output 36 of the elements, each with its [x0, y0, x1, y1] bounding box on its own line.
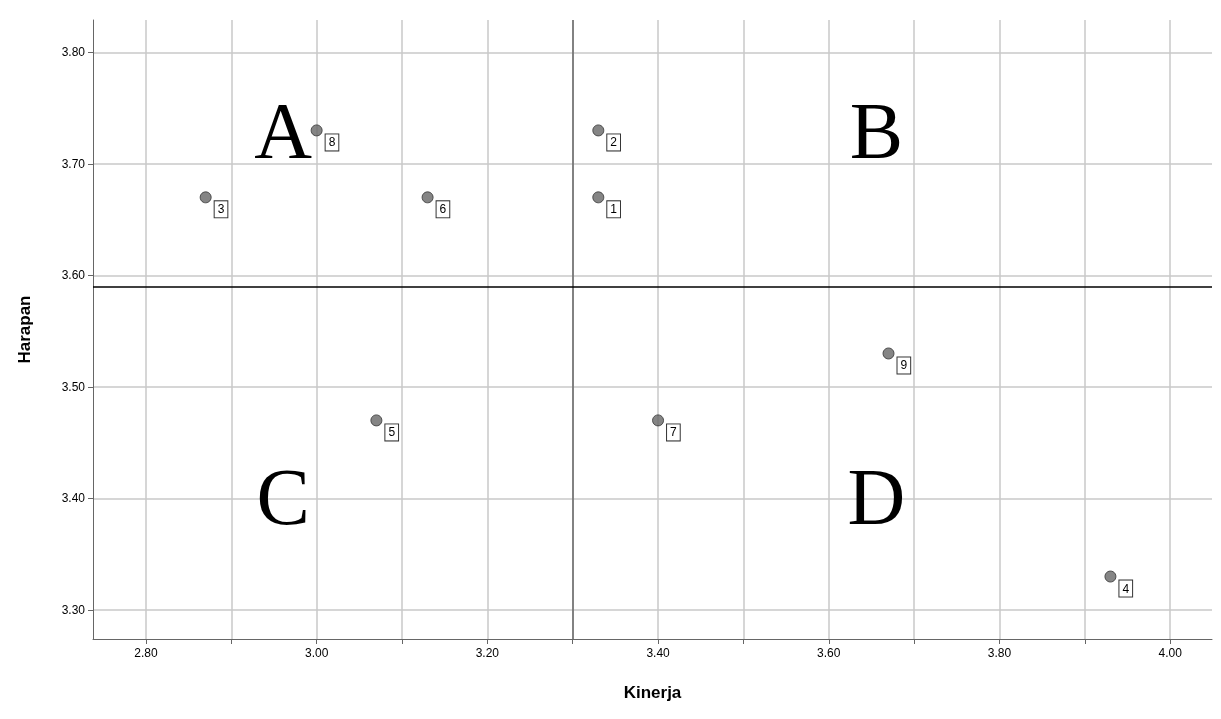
- annotation: 7: [670, 425, 678, 440]
- y-tick-label: 3.30: [61, 603, 86, 617]
- annotation: 4: [1122, 581, 1130, 596]
- x-tick-label: 3.20: [475, 646, 500, 660]
- point: [199, 191, 212, 204]
- x-tick-label: 3.80: [987, 646, 1012, 660]
- annotation: 3: [217, 202, 225, 217]
- x-tick-label: 2.80: [134, 646, 158, 660]
- x-tick-label: 3.40: [646, 646, 671, 660]
- annotation: 1: [610, 202, 618, 217]
- point: [592, 191, 605, 204]
- point: [592, 124, 605, 137]
- point: [1104, 570, 1117, 583]
- point: [421, 191, 434, 204]
- point: [370, 414, 383, 427]
- annotation: C: [256, 452, 310, 541]
- y-tick-label: 3.80: [61, 45, 86, 60]
- annotation: 9: [900, 358, 908, 373]
- x-tick-label: 4.00: [1158, 646, 1183, 660]
- annotation: B: [849, 87, 903, 176]
- x-tick-label: 3.00: [304, 646, 329, 660]
- annotation: 2: [610, 135, 618, 150]
- y-axis-title: Harapan: [15, 295, 34, 364]
- y-tick-label: 3.40: [61, 491, 86, 506]
- y-tick-label: 3.70: [61, 156, 86, 171]
- y-tick-label: 3.50: [61, 379, 86, 394]
- y-tick-label: 3.60: [61, 268, 86, 283]
- annotation: 6: [439, 202, 447, 217]
- x-axis-title: Kinerja: [623, 683, 682, 702]
- x-tick-label: 3.60: [817, 646, 841, 660]
- annotation: D: [847, 452, 906, 541]
- point: [882, 347, 895, 360]
- point: [652, 414, 665, 427]
- annotation: 8: [328, 135, 336, 150]
- annotation: 5: [388, 425, 396, 440]
- annotation: A: [254, 87, 313, 176]
